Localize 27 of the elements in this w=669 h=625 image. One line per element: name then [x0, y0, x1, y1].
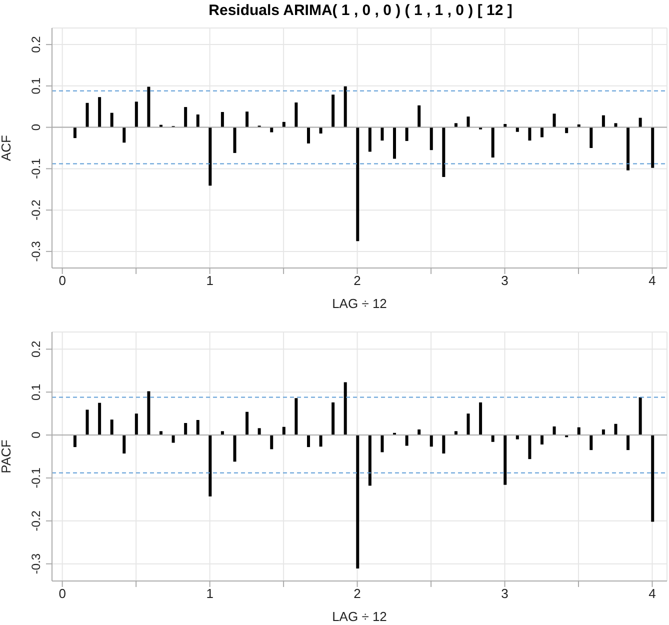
y-axis-title: ACF — [0, 134, 14, 161]
chart-title: Residuals ARIMA( 1 , 0 , 0 ) ( 1 , 1 , 0 ) [ 12 ] — [208, 2, 514, 19]
x-tick-label: 4 — [648, 586, 656, 602]
x-axis-title: LAG ÷ 12 — [332, 609, 387, 624]
y-tick-label: -0.3 — [29, 240, 43, 262]
y-tick-label: 0.2 — [29, 340, 43, 358]
x-tick-label: 3 — [501, 273, 508, 288]
y-tick-label: -0.2 — [29, 510, 43, 532]
y-axis-title: PACF — [0, 440, 14, 474]
x-tick-label: 0 — [58, 273, 66, 288]
x-tick-label: 0 — [58, 586, 66, 602]
x-tick-label: 3 — [501, 586, 508, 602]
y-tick-label: 0 — [29, 431, 43, 438]
y-tick-label: -0.2 — [29, 199, 43, 220]
x-tick-label: 1 — [206, 586, 214, 602]
y-tick-label: 0 — [29, 124, 43, 131]
y-tick-label: -0.1 — [29, 467, 43, 488]
y-tick-label: 0.2 — [29, 36, 43, 53]
x-tick-label: 2 — [354, 273, 361, 288]
x-axis-title: LAG ÷ 12 — [332, 296, 387, 311]
x-tick-label: 2 — [354, 586, 361, 602]
y-tick-label: -0.3 — [29, 553, 43, 574]
x-tick-label: 4 — [648, 273, 656, 288]
y-tick-label: 0.1 — [29, 383, 43, 400]
y-tick-label: 0.1 — [29, 77, 43, 94]
y-tick-label: -0.1 — [29, 158, 43, 180]
x-tick-label: 1 — [206, 273, 214, 288]
